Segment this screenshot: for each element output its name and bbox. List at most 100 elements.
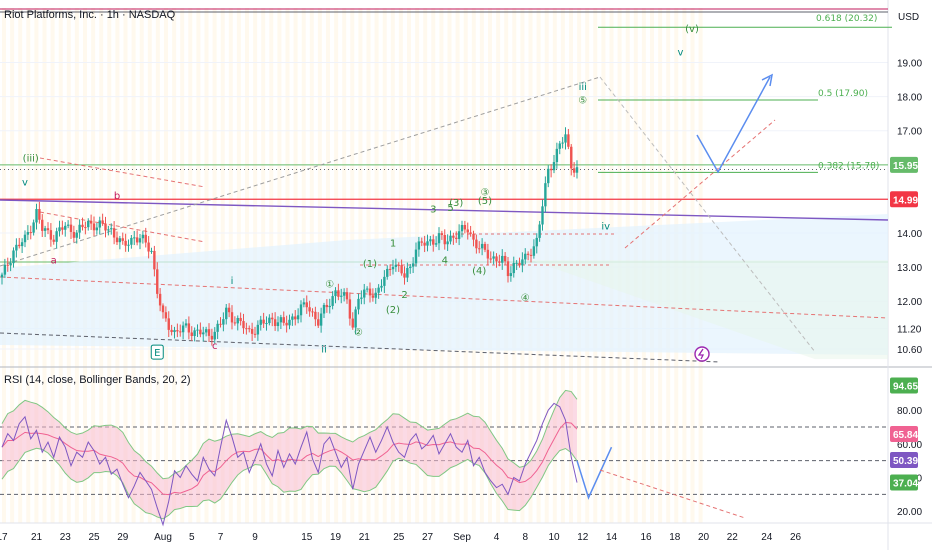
candle-body <box>115 237 119 243</box>
candle-body <box>314 311 317 320</box>
price-tick: 19.00 <box>897 59 922 70</box>
candle-body <box>380 285 383 288</box>
price-tick: 17.00 <box>897 127 922 138</box>
candle-body <box>72 231 76 238</box>
wave-label[interactable]: (2) <box>386 305 400 316</box>
candle-body <box>394 264 398 267</box>
candle-body <box>469 232 472 234</box>
candle-body <box>521 259 524 266</box>
candle-body <box>190 332 193 337</box>
candle-body <box>561 142 564 144</box>
trend-line[interactable] <box>0 199 889 221</box>
trend-drawings <box>0 73 889 363</box>
candle-body <box>225 307 228 320</box>
bollinger-upper <box>1 389 578 480</box>
symbol-title: Riot Platforms, Inc. · 1h · NASDAQ <box>4 9 176 21</box>
price-badge <box>890 191 918 208</box>
candle-body <box>69 224 73 232</box>
wave-label[interactable]: b <box>114 191 120 202</box>
wave-label[interactable]: 3 <box>430 205 436 216</box>
wave-label[interactable]: (v) <box>685 24 699 35</box>
wave-label[interactable]: (4) <box>472 266 486 277</box>
candle-body <box>432 239 435 245</box>
trend-line[interactable] <box>0 276 889 319</box>
wave-label[interactable]: i <box>231 276 234 287</box>
rsi-trend-line[interactable] <box>599 469 746 519</box>
candle-body <box>104 223 107 231</box>
rsi-projection[interactable] <box>576 446 613 500</box>
time-tick: 25 <box>393 532 405 543</box>
wave-label[interactable]: ② <box>354 327 363 338</box>
candle-body <box>386 268 389 277</box>
wave-label[interactable]: c <box>212 341 218 352</box>
wave-label[interactable]: 5 <box>447 203 453 214</box>
time-tick: 19 <box>330 532 342 543</box>
candle-body <box>547 168 550 184</box>
price-badge-text: 14.99 <box>893 195 918 206</box>
time-tick: Sep <box>453 532 471 543</box>
candle-body <box>363 289 366 298</box>
candle-body <box>271 317 274 320</box>
candle-body <box>288 319 291 326</box>
candle-body <box>423 242 426 246</box>
wave-label[interactable]: iv <box>601 222 610 233</box>
projection-path[interactable] <box>696 76 771 174</box>
candle-body <box>449 235 452 242</box>
wave-label[interactable]: ④ <box>521 293 530 304</box>
candle-body <box>230 312 234 323</box>
time-tick: 18 <box>669 532 681 543</box>
candle-body <box>446 241 449 245</box>
earnings-marker[interactable]: E <box>150 344 164 360</box>
trend-line[interactable] <box>599 76 816 353</box>
candle-body <box>18 244 21 247</box>
candle-body <box>78 224 81 233</box>
event-icon[interactable] <box>694 346 710 362</box>
candle-body <box>374 292 377 298</box>
candle-body <box>308 307 311 312</box>
candle-body <box>58 227 61 232</box>
wave-label[interactable]: v <box>22 177 28 188</box>
candle-body <box>167 318 170 330</box>
candle-body <box>207 329 211 336</box>
candle-body <box>184 323 188 326</box>
rsi-badge-text: 65.84 <box>893 430 918 441</box>
trend-line[interactable] <box>624 119 776 249</box>
trend-line[interactable] <box>0 332 721 363</box>
candle-body <box>87 220 90 228</box>
wave-label[interactable]: (5) <box>478 196 492 207</box>
candle-body <box>279 317 283 323</box>
candle-body <box>239 317 242 322</box>
candle-body <box>81 224 84 228</box>
wave-label[interactable]: (1) <box>363 259 377 270</box>
candle-body <box>161 305 165 313</box>
candle-body <box>452 235 455 238</box>
wave-label[interactable]: v <box>678 48 684 59</box>
rsi-line[interactable] <box>1 402 578 527</box>
wave-label[interactable]: ① <box>325 280 334 291</box>
candle-body <box>299 304 303 316</box>
candle-body <box>501 255 504 263</box>
wave-label[interactable]: ii <box>321 344 327 355</box>
wave-label[interactable]: ③ <box>481 188 490 199</box>
time-tick: 9 <box>252 532 258 543</box>
wave-label[interactable]: 2 <box>401 290 407 301</box>
wave-label[interactable]: a <box>51 256 57 267</box>
candle-body <box>133 237 136 239</box>
candle-body <box>429 239 432 242</box>
wave-label[interactable]: (iii) <box>23 153 39 164</box>
price-tick: 12.00 <box>897 297 922 308</box>
wave-label[interactable]: 4 <box>442 256 448 267</box>
axes: 19.00 18.00 17.00 14.00 13.00 12.00 11.20 10.60… <box>0 59 922 543</box>
wave-label[interactable]: iii <box>579 82 587 93</box>
candle-body <box>443 235 446 245</box>
candle-body <box>84 227 87 229</box>
earnings-marker-text: E <box>154 348 160 359</box>
wave-label[interactable]: ⑤ <box>578 95 587 106</box>
wave-label[interactable]: (3) <box>449 198 463 209</box>
currency-label[interactable]: USD <box>898 12 919 23</box>
candle-body <box>222 319 225 325</box>
wave-label[interactable]: 1 <box>390 239 396 250</box>
candle-body <box>440 233 444 236</box>
